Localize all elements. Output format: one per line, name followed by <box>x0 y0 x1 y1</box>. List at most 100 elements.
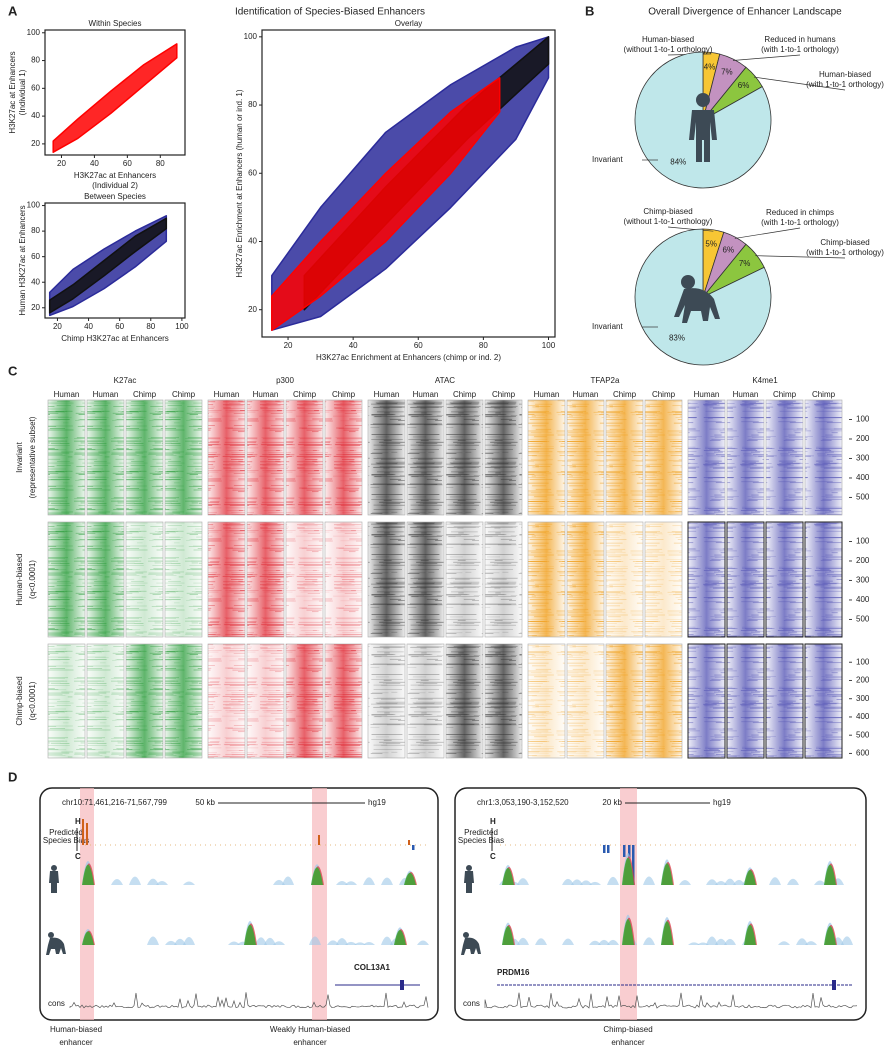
column-header: Chimp <box>652 390 676 399</box>
human-silhouette <box>689 93 717 162</box>
signal-peak <box>255 937 267 945</box>
heatmap-border <box>367 521 406 638</box>
signal-peak <box>814 880 826 885</box>
panel-label: A <box>8 3 18 18</box>
signal-peak <box>82 864 94 885</box>
heatmap-border <box>804 643 843 759</box>
heatmap-border <box>246 643 285 759</box>
callout: Chimp-biased <box>603 1025 652 1034</box>
signal-peak <box>111 878 123 885</box>
leader-line <box>755 255 846 259</box>
y-tick-label: 20 <box>248 305 257 314</box>
pie-value-label: 5% <box>705 240 717 249</box>
x-tick-label: 60 <box>123 159 132 168</box>
signal-peak <box>622 919 634 945</box>
signal-peak <box>394 930 406 945</box>
column-header: Chimp <box>773 390 797 399</box>
signal-peak <box>147 936 159 945</box>
heatmap-border <box>246 399 285 516</box>
y-tick-label: 40 <box>31 111 40 120</box>
y-tick-label: 100 <box>244 32 258 41</box>
heatmap-texture <box>727 400 764 515</box>
y-tick-label: 60 <box>31 83 40 92</box>
heatmap-border <box>324 399 363 516</box>
plot-title: Overlay <box>395 19 423 28</box>
heatmap-texture <box>286 400 323 515</box>
heatmap-border <box>445 399 484 516</box>
column-header: Chimp <box>332 390 356 399</box>
heatmap-border <box>207 521 246 638</box>
row-tick-label: 400 <box>856 595 870 604</box>
panel-label: C <box>8 363 18 378</box>
pie-category-detail: (with 1-to-1 orthology) <box>761 45 839 54</box>
signal-peak <box>744 870 756 885</box>
heatmap-border <box>687 399 726 516</box>
heatmap-texture <box>325 644 362 758</box>
row-tick-label: 100 <box>856 415 870 424</box>
heatmap-texture <box>645 400 682 515</box>
column-header: Human <box>534 390 560 399</box>
chimp-icon <box>461 932 481 955</box>
column-header: Human <box>253 390 279 399</box>
chimp-silhouette <box>674 275 720 323</box>
signal-peak <box>643 937 655 945</box>
scale-label: 20 kb <box>602 798 622 807</box>
heatmap-texture <box>485 400 522 515</box>
column-header: Chimp <box>293 390 317 399</box>
point-cloud <box>48 217 168 314</box>
signal-peak <box>363 877 375 885</box>
heatmap-texture <box>325 400 362 515</box>
plot-frame <box>44 29 186 156</box>
heatmap-texture <box>688 522 725 637</box>
bias-bar <box>82 819 84 845</box>
pie-category-detail: (with 1-to-1 orthology) <box>806 80 884 89</box>
signal-peak <box>607 939 619 945</box>
heatmap-texture <box>645 522 682 637</box>
heatmap-texture <box>165 400 202 515</box>
heatmap-texture <box>407 644 444 758</box>
heatmap-border <box>86 399 125 516</box>
bias-bar <box>603 845 606 853</box>
pie-category-label: Human-biased <box>819 70 871 79</box>
column-header: Chimp <box>492 390 516 399</box>
pie-value-label: 84% <box>670 157 686 166</box>
signal-peak <box>661 921 673 945</box>
x-tick-label: 20 <box>57 159 66 168</box>
signal-peak <box>417 940 429 945</box>
bias-label: Species Bias <box>43 836 89 845</box>
signal-peak <box>724 938 736 945</box>
heatmap-border <box>86 521 125 638</box>
heatmap-border <box>527 521 566 638</box>
leader-line <box>734 227 801 239</box>
signal-peak <box>824 864 836 885</box>
signal-peak <box>273 879 285 885</box>
signal-peak <box>622 857 634 885</box>
signal-peak <box>580 880 592 885</box>
signal-peak <box>733 879 745 885</box>
row-tick-label: 300 <box>856 694 870 703</box>
x-axis-label: H3K27ac Enrichment at Enhancers (chimp o… <box>316 353 501 362</box>
signal-peak <box>697 942 709 945</box>
x-tick-label: 100 <box>542 341 556 350</box>
row-tick-label: 400 <box>856 473 870 482</box>
heatmap-texture <box>165 522 202 637</box>
heatmap-texture <box>567 522 604 637</box>
y-tick-label: 20 <box>31 303 40 312</box>
signal-peak <box>502 868 514 885</box>
bias-low: C <box>490 852 496 861</box>
heatmap-texture <box>126 522 163 637</box>
heatmap-texture <box>446 644 483 758</box>
heatmap-texture <box>528 522 565 637</box>
heatmap-border <box>804 399 843 516</box>
column-header: Human <box>93 390 119 399</box>
heatmap-border <box>765 643 804 759</box>
signal-peak <box>607 876 619 885</box>
mark-header: K4me1 <box>752 376 778 385</box>
heatmap-texture <box>126 644 163 758</box>
heatmap-texture <box>805 522 842 637</box>
heatmap-border <box>566 521 605 638</box>
heatmap-border <box>726 399 765 516</box>
mark-header: TFAP2a <box>591 376 620 385</box>
cons-label: cons <box>463 999 480 1008</box>
